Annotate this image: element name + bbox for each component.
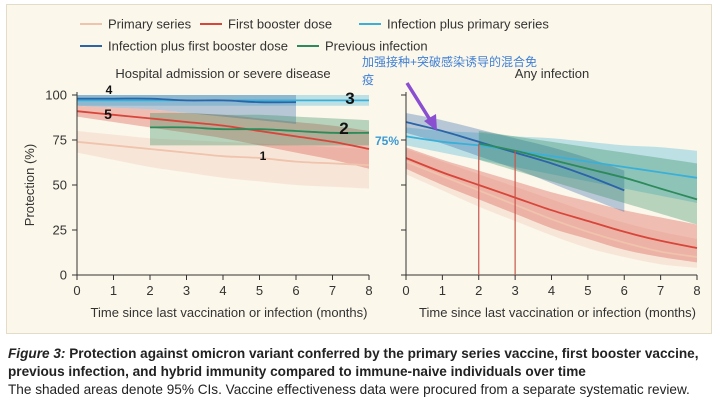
hybrid-note-line1: 加强接种+突破感染诱导的混合免 (362, 54, 537, 69)
x-tick-label: 5 (256, 283, 263, 298)
pointer-arrow-shaft (405, 82, 434, 124)
x-tick-label: 4 (219, 283, 226, 298)
hybrid-note-line2: 疫 (362, 72, 374, 87)
chart-svg: Primary series First booster dose Infectio… (22, 17, 701, 321)
legend-label: Infection plus first booster dose (108, 39, 288, 54)
legend-label: Infection plus primary series (387, 17, 549, 32)
legend: Primary series First booster dose Infectio… (80, 17, 549, 54)
series-line (76, 140, 370, 167)
series-line (405, 135, 698, 179)
series-line (405, 157, 698, 249)
series-line (149, 126, 370, 134)
x-tick-label: 4 (548, 283, 555, 298)
ci-band (77, 105, 369, 169)
x-tick-label: 5 (584, 283, 591, 298)
y-tick-label: 25 (53, 223, 67, 238)
x-tick-label: 6 (292, 283, 299, 298)
x-tick-label: 2 (146, 283, 153, 298)
legend-label: Primary series (108, 17, 192, 32)
panel-title: Hospital admission or severe disease (115, 66, 330, 81)
x-tick-label: 2 (475, 283, 482, 298)
x-tick-label: 0 (73, 283, 80, 298)
x-tick-label: 3 (512, 283, 519, 298)
x-tick-label: 7 (329, 283, 336, 298)
x-axis-label: Time since last vaccination or infection… (91, 305, 368, 320)
ci-band (77, 131, 369, 189)
pointer-arrow-head (424, 114, 437, 131)
y-axis-label: Protection (%) (22, 144, 37, 226)
x-tick-label: 6 (621, 283, 628, 298)
series-line (76, 110, 370, 150)
rank-label: 1 (260, 149, 267, 163)
rank-label: 2 (339, 119, 348, 138)
x-tick-label: 3 (183, 283, 190, 298)
x-tick-label: 7 (657, 283, 664, 298)
rank-label: 5 (104, 106, 112, 122)
rank-label: 3 (345, 89, 354, 108)
caption-title: Protection against omicron variant confe… (8, 346, 699, 379)
x-tick-label: 1 (110, 283, 117, 298)
y-tick-label: 100 (45, 88, 67, 103)
legend-label: First booster dose (228, 17, 332, 32)
y-tick-label: 75 (53, 133, 67, 148)
series-line (405, 160, 698, 258)
caption-note: The shaded areas denote 95% CIs. Vaccine… (8, 382, 690, 397)
x-tick-label: 8 (365, 283, 372, 298)
figure-caption: Figure 3: Protection against omicron var… (8, 345, 712, 399)
panel-title: Any infection (515, 66, 589, 81)
annotations: 1 2 3 4 5 75% 加强接种+突破感染诱导的混合免疫 (104, 54, 537, 275)
x-axis-label: Time since last vaccination or infection… (419, 305, 696, 320)
x-tick-label: 8 (693, 283, 700, 298)
hybrid-immunity-note: 加强接种+突破感染诱导的混合免疫 (362, 54, 537, 87)
legend-label: Previous infection (325, 39, 428, 54)
pct-75-label: 75% (375, 134, 399, 148)
y-tick-label: 50 (53, 178, 67, 193)
x-tick-label: 1 (439, 283, 446, 298)
rank-label: 4 (106, 83, 113, 97)
x-tick-label: 0 (402, 283, 409, 298)
caption-label: Figure 3: (8, 346, 66, 361)
y-tick-label: 0 (60, 268, 67, 283)
series-line (77, 97, 297, 104)
plot-background-panel (6, 4, 712, 334)
